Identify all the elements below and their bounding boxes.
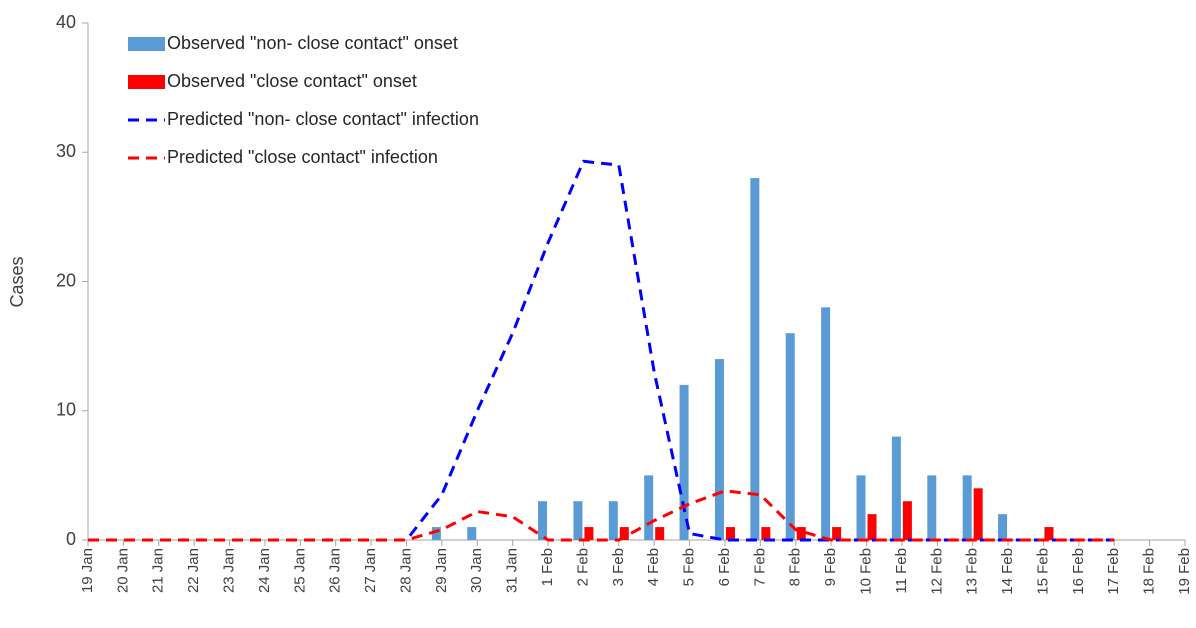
x-tick-label: 15 Feb — [1034, 548, 1051, 595]
bar — [679, 384, 689, 540]
x-tick-label: 10 Feb — [857, 548, 874, 595]
bar — [538, 501, 548, 540]
bar — [655, 527, 665, 540]
x-tick-label: 4 Feb — [645, 548, 662, 586]
bar — [998, 514, 1008, 540]
legend-label: Predicted "close contact" infection — [167, 147, 438, 167]
bar — [832, 527, 842, 540]
y-tick-label: 20 — [56, 270, 76, 290]
bar — [796, 527, 806, 540]
legend-swatch — [128, 75, 165, 89]
y-axis-label: Cases — [7, 256, 27, 307]
y-tick-label: 10 — [56, 400, 76, 420]
legend-swatch — [128, 37, 165, 51]
bar — [973, 488, 983, 540]
x-tick-label: 25 Jan — [291, 548, 308, 593]
y-tick-label: 30 — [56, 141, 76, 161]
x-tick-label: 31 Jan — [504, 548, 521, 593]
bar — [714, 359, 724, 540]
bar — [962, 475, 972, 540]
x-tick-label: 11 Feb — [893, 548, 910, 594]
y-tick-label: 0 — [66, 529, 76, 549]
x-tick-label: 16 Feb — [1070, 548, 1087, 595]
bar — [725, 527, 735, 540]
x-tick-label: 17 Feb — [1105, 548, 1122, 595]
x-tick-label: 21 Jan — [150, 548, 167, 593]
x-tick-label: 13 Feb — [964, 548, 981, 595]
bar — [608, 501, 618, 540]
x-tick-label: 2 Feb — [574, 548, 591, 586]
x-tick-label: 18 Feb — [1141, 548, 1158, 595]
bar — [867, 514, 877, 540]
x-tick-label: 24 Jan — [256, 548, 273, 593]
x-tick-label: 1 Feb — [539, 548, 556, 586]
bar — [902, 501, 912, 540]
x-tick-label: 19 Feb — [1176, 548, 1193, 595]
x-tick-label: 20 Jan — [114, 548, 131, 593]
legend-label: Predicted "non- close contact" infection — [167, 109, 479, 129]
bar — [431, 527, 441, 540]
bar — [1044, 527, 1054, 540]
x-tick-label: 8 Feb — [787, 548, 804, 586]
bar — [584, 527, 594, 540]
x-tick-label: 19 Jan — [79, 548, 96, 593]
bar — [891, 436, 901, 540]
legend-label: Observed "close contact" onset — [167, 71, 417, 91]
x-tick-label: 7 Feb — [751, 548, 768, 586]
bar — [467, 527, 477, 540]
x-tick-label: 29 Jan — [433, 548, 450, 593]
x-tick-label: 5 Feb — [681, 548, 698, 586]
bar — [856, 475, 866, 540]
bar — [761, 527, 771, 540]
y-tick-label: 40 — [56, 12, 76, 32]
x-tick-label: 3 Feb — [610, 548, 627, 586]
x-tick-label: 28 Jan — [397, 548, 414, 593]
x-tick-label: 22 Jan — [185, 548, 202, 593]
bar — [573, 501, 583, 540]
line — [88, 159, 1115, 542]
line — [88, 489, 1115, 542]
bar — [821, 307, 831, 540]
x-tick-label: 23 Jan — [221, 548, 238, 593]
legend-label: Observed "non- close contact" onset — [167, 33, 458, 53]
bar — [644, 475, 654, 540]
bar — [785, 333, 795, 540]
x-tick-label: 6 Feb — [716, 548, 733, 586]
x-tick-label: 9 Feb — [822, 548, 839, 586]
bar — [927, 475, 937, 540]
x-tick-label: 27 Jan — [362, 548, 379, 593]
bar — [750, 178, 760, 540]
x-tick-label: 12 Feb — [928, 548, 945, 595]
x-tick-label: 26 Jan — [327, 548, 344, 593]
bar — [619, 527, 629, 540]
x-tick-label: 14 Feb — [999, 548, 1016, 595]
x-tick-label: 30 Jan — [468, 548, 485, 593]
